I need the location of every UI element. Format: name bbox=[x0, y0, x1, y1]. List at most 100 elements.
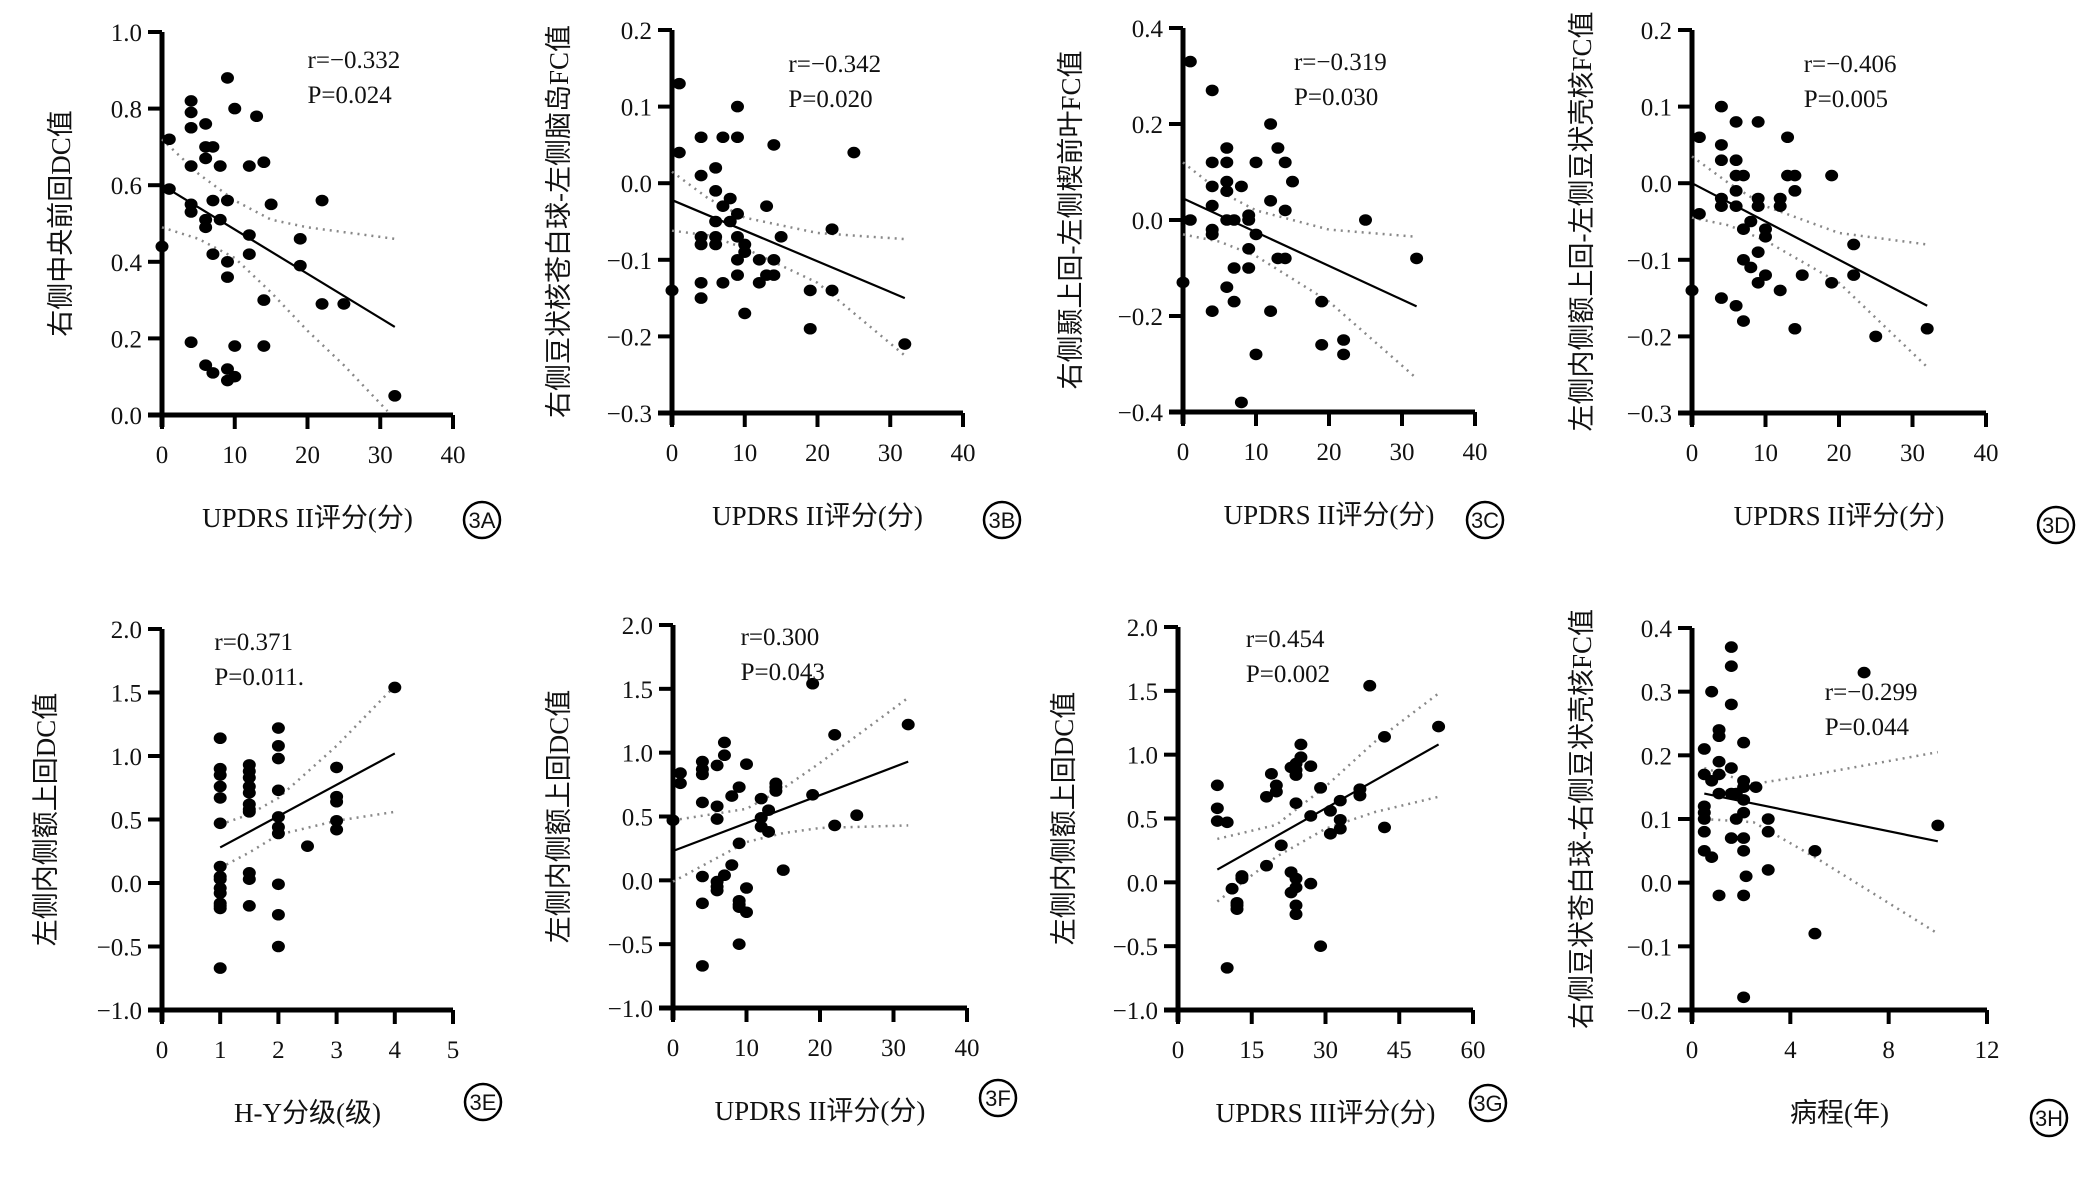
data-point bbox=[1712, 755, 1726, 768]
data-point bbox=[803, 284, 817, 297]
regression-line bbox=[671, 199, 906, 300]
data-point bbox=[694, 169, 708, 182]
data-point bbox=[220, 363, 234, 375]
data-point bbox=[1737, 806, 1751, 819]
data-point bbox=[695, 897, 709, 910]
p-value-label: P=0.002 bbox=[1246, 661, 1330, 688]
p-value-label: P=0.011. bbox=[214, 664, 304, 691]
x-tick-label: 30 bbox=[1900, 440, 1925, 467]
data-point bbox=[1788, 322, 1802, 335]
y-tick-label: 1.0 bbox=[1127, 743, 1158, 770]
y-tick-label: 1.0 bbox=[111, 20, 142, 47]
data-point bbox=[1788, 169, 1802, 182]
data-point bbox=[1264, 768, 1278, 780]
data-point bbox=[901, 718, 915, 731]
ci-upper-line bbox=[672, 696, 909, 822]
data-point bbox=[1378, 730, 1391, 743]
data-point bbox=[1736, 315, 1750, 327]
data-point bbox=[1744, 215, 1758, 228]
x-axis-label: UPDRS II评分(分) bbox=[715, 1096, 926, 1126]
data-point bbox=[242, 806, 256, 818]
data-point bbox=[264, 198, 278, 211]
data-point bbox=[1220, 175, 1234, 188]
x-tick-label: 40 bbox=[951, 440, 976, 467]
x-axis-label: H-Y分级(级) bbox=[234, 1098, 381, 1128]
data-point bbox=[847, 146, 861, 159]
y-tick-label: 1.0 bbox=[622, 741, 653, 768]
y-tick-label: 2.0 bbox=[1127, 615, 1158, 642]
badge-circle bbox=[2029, 1098, 2069, 1138]
data-point bbox=[1751, 116, 1765, 128]
regression-line bbox=[1182, 197, 1418, 308]
data-point bbox=[1304, 810, 1318, 822]
data-point bbox=[1714, 200, 1728, 212]
data-point bbox=[774, 231, 788, 243]
data-point bbox=[672, 146, 686, 159]
panel-label: 3H bbox=[2035, 1106, 2063, 1131]
data-point bbox=[850, 809, 864, 822]
data-point bbox=[1333, 813, 1347, 826]
data-point bbox=[330, 761, 344, 774]
data-point bbox=[694, 276, 708, 289]
data-point bbox=[206, 248, 220, 260]
data-point bbox=[717, 869, 731, 882]
ci-upper-line bbox=[671, 170, 905, 241]
y-axis-label: 右侧豆状核苍白球-左侧脑岛FC值 bbox=[544, 25, 574, 418]
data-point bbox=[672, 77, 686, 90]
x-axis-label: UPDRS II评分(分) bbox=[1734, 501, 1945, 531]
data-point bbox=[213, 160, 227, 172]
data-point bbox=[228, 370, 242, 383]
data-point bbox=[1781, 131, 1795, 144]
panel-badge: 3A bbox=[462, 500, 502, 540]
x-tick-label: 30 bbox=[1390, 439, 1415, 466]
ci-lower-line bbox=[1216, 795, 1439, 903]
x-tick-label: 20 bbox=[295, 442, 320, 469]
data-point bbox=[695, 796, 709, 809]
data-point bbox=[730, 269, 744, 281]
data-point bbox=[242, 873, 256, 885]
data-point bbox=[1220, 142, 1234, 154]
data-point bbox=[184, 121, 198, 134]
data-point bbox=[1705, 685, 1719, 698]
ci-lower-line bbox=[1691, 216, 1929, 368]
y-tick-label: 0.3 bbox=[1641, 680, 1672, 707]
data-point bbox=[1315, 339, 1329, 351]
data-point bbox=[1205, 156, 1219, 169]
data-point bbox=[709, 162, 723, 174]
data-point bbox=[738, 307, 752, 320]
x-axis-label: UPDRS II评分(分) bbox=[202, 503, 413, 533]
data-point bbox=[206, 194, 220, 207]
p-value-label: P=0.043 bbox=[741, 659, 825, 686]
data-point bbox=[732, 938, 746, 950]
panel-label: 3F bbox=[985, 1086, 1011, 1111]
y-tick-label: −0.5 bbox=[608, 932, 653, 959]
y-tick-label: −0.2 bbox=[1627, 998, 1672, 1025]
data-point bbox=[673, 777, 687, 790]
x-tick-label: 0 bbox=[156, 442, 169, 469]
data-point bbox=[1857, 666, 1871, 679]
data-point bbox=[1176, 276, 1190, 289]
data-point bbox=[1304, 877, 1318, 890]
data-point bbox=[213, 817, 227, 830]
r-value-label: r=0.371 bbox=[214, 629, 293, 656]
data-point bbox=[717, 736, 731, 749]
badge-circle bbox=[982, 500, 1022, 540]
data-point bbox=[184, 106, 198, 119]
ci-upper-line bbox=[1182, 161, 1417, 239]
panel-badge: 3D bbox=[2036, 505, 2076, 545]
r-value-label: r=−0.299 bbox=[1825, 679, 1918, 706]
y-tick-label: −0.2 bbox=[1627, 324, 1672, 351]
data-point bbox=[206, 141, 220, 153]
data-point bbox=[271, 752, 285, 765]
data-point bbox=[213, 780, 227, 793]
data-point bbox=[1183, 55, 1197, 68]
data-point bbox=[762, 804, 776, 816]
data-point bbox=[1724, 832, 1738, 844]
data-point bbox=[1869, 330, 1883, 343]
data-point bbox=[1378, 821, 1391, 834]
data-point bbox=[1225, 882, 1239, 895]
y-axis-label: 右侧中央前回DC值 bbox=[46, 110, 76, 337]
y-tick-label: 0.0 bbox=[621, 171, 652, 198]
data-point bbox=[315, 298, 329, 310]
